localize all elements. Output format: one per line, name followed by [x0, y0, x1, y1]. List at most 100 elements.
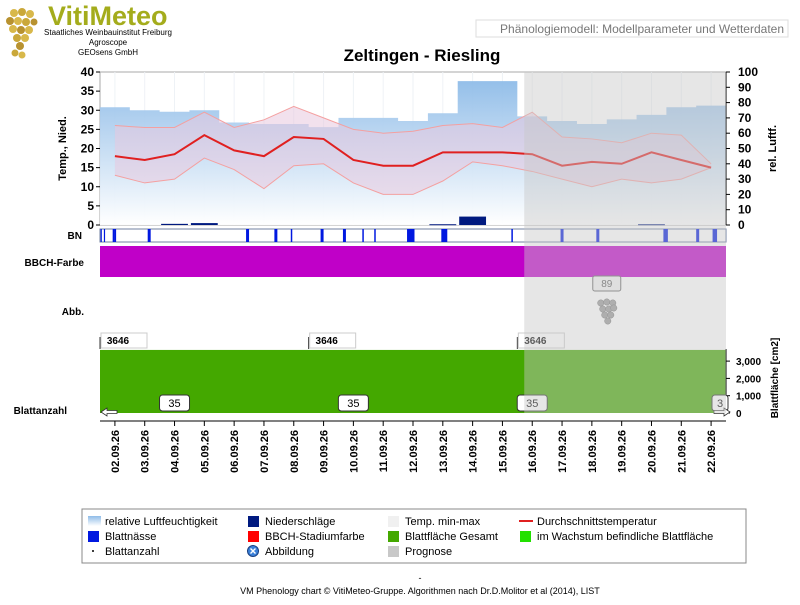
leaf-wetness-bar — [103, 229, 106, 242]
leaf-wetness-row: BN — [68, 228, 727, 243]
leaf-count-flag-value: 35 — [168, 398, 180, 410]
grape-logo-icon — [6, 8, 38, 59]
legend-item: relative Luftfeuchtigkeit — [88, 516, 218, 528]
x-tick-label: 21.09.26 — [676, 430, 688, 473]
right-tick-label: 20 — [738, 187, 752, 201]
x-tick-label: 16.09.26 — [527, 430, 539, 473]
precip-bar — [638, 224, 665, 226]
x-tick-label: 03.09.26 — [140, 430, 152, 473]
left-tick-label: 20 — [81, 142, 95, 156]
x-tick-label: 08.09.26 — [289, 430, 301, 473]
leaf-wetness-bar — [596, 229, 600, 242]
leaf-wetness-bar — [274, 229, 278, 242]
leaf-count-label: Blattanzahl — [14, 406, 68, 417]
leaf-wetness-bar — [712, 229, 718, 242]
x-tick-label: 11.09.26 — [378, 430, 390, 472]
grape-bunch-icon — [597, 298, 618, 325]
leaf-area-flag-value: 3646 — [524, 336, 547, 347]
legend-item-label: Blattfläche Gesamt — [405, 531, 498, 543]
x-tick-label: 12.09.26 — [408, 430, 420, 473]
legend-item: Niederschläge — [248, 516, 335, 528]
growing-leaf-square-icon — [520, 531, 531, 542]
temp-max-line — [114, 105, 712, 165]
right-tick-label: 90 — [738, 80, 752, 94]
right-tick-label: 80 — [738, 96, 752, 110]
legend-item: Prognose — [388, 546, 452, 558]
legend-item: Temp. min-max — [388, 516, 481, 528]
x-tick-label: 20.09.26 — [646, 430, 658, 473]
minmax-square-icon — [388, 516, 399, 527]
org-line-2: Agroscope — [89, 38, 128, 47]
x-tick-label: 06.09.26 — [229, 430, 241, 473]
bbch-label: BBCH-Farbe — [25, 258, 85, 269]
footer-credit: VM Phenology chart © VitiMeteo-Gruppe. A… — [240, 586, 600, 596]
x-tick-label: 19.09.26 — [617, 430, 629, 473]
right-tick-label: 30 — [738, 172, 752, 186]
right-tick-label: 40 — [738, 157, 752, 171]
left-tick-label: 25 — [81, 122, 95, 136]
dot-icon — [92, 550, 94, 552]
legend-item-label: Prognose — [405, 546, 452, 558]
leaf-area-flag-box — [309, 332, 357, 349]
abb-flag: 89 — [592, 275, 622, 292]
leaf-wetness-bar — [113, 229, 115, 242]
leaf-count-flag-box — [159, 394, 191, 412]
org-line-1: Staatliches Weinbauinstitut Freiburg — [44, 28, 172, 37]
x-tick-label: 13.09.26 — [438, 430, 450, 473]
abbildung-circle-icon — [247, 545, 259, 557]
left-tick-label: 5 — [87, 199, 94, 213]
x-tick-label: 15.09.26 — [497, 430, 509, 473]
legend-item-label: Durchschnittstemperatur — [537, 516, 657, 528]
leafarea-square-icon — [388, 531, 399, 542]
leaf-count-flag-value: 35 — [347, 398, 359, 410]
legend-item-label: Temp. min-max — [405, 516, 481, 528]
humidity-gradient-icon — [88, 516, 101, 526]
leaf-area-row: 3646 3646 3646 0 1,000 2,000 3,000 Blattfläch… — [14, 332, 781, 420]
leaf-area-axis-label: Blattfläche [cm2] — [770, 338, 781, 419]
leaf-area-tick-label: 2,000 — [736, 374, 761, 385]
leaf-wetness-bar — [441, 229, 448, 242]
leaf-count-flag-value: 35 — [526, 398, 538, 410]
left-tick-label: 0 — [87, 218, 94, 232]
legend-item-label: relative Luftfeuchtigkeit — [105, 516, 218, 528]
scroll-right-arrow-icon[interactable] — [713, 407, 731, 417]
left-tick-label: 15 — [81, 161, 95, 175]
bbch-square-icon — [248, 531, 259, 542]
left-tick-label: 40 — [81, 65, 95, 79]
abb-label: Abb. — [62, 307, 84, 318]
footer-dash: - — [419, 573, 422, 583]
abb-flag-box — [592, 275, 622, 292]
leaf-area-flag-value: 3646 — [316, 336, 339, 347]
leaf-count-flag-box — [516, 394, 548, 412]
legend-item-label: im Wachstum befindliche Blattfläche — [537, 531, 713, 543]
prognose-overlay — [524, 72, 726, 413]
precip-bar — [459, 216, 487, 225]
leaf-area-tick-label: 1,000 — [736, 392, 761, 403]
precip-bar — [429, 224, 457, 226]
chart-title: Zeltingen - Riesling — [344, 46, 501, 65]
x-tick-label: 10.09.26 — [348, 430, 360, 473]
avg-temp-line — [114, 133, 712, 169]
legend-item-label: Niederschläge — [265, 516, 335, 528]
scroll-left-arrow-icon[interactable] — [100, 407, 118, 417]
right-tick-label: 60 — [738, 126, 752, 140]
header: VitiMeteo Staatliches Weinbauinstitut Fr… — [6, 1, 789, 59]
leaf-wetness-bar — [374, 229, 376, 242]
leaf-wetness-bar — [511, 229, 513, 242]
left-tick-label: 10 — [81, 180, 95, 194]
leaf-count-flag-value: 3 — [717, 398, 723, 410]
x-tick-label: 05.09.26 — [199, 430, 211, 473]
legend-item: Durchschnittstemperatur — [519, 516, 657, 528]
leaf-wetness-bar — [290, 229, 293, 242]
leaf-area-tick-label: 3,000 — [736, 357, 761, 368]
abb-value: 89 — [601, 279, 613, 290]
bbch-row: BBCH-Farbe — [25, 246, 726, 277]
x-tick-label: 17.09.26 — [557, 430, 569, 473]
x-axis: 02.09.26 03.09.26 04.09.26 05.09.26 06.09.26… — [100, 420, 726, 473]
org-line-3: GEOsens GmbH — [78, 48, 138, 57]
x-tick-label: 09.09.26 — [319, 430, 331, 473]
legend-item-label: BBCH-Stadiumfarbe — [265, 531, 365, 543]
prognose-square-icon — [388, 546, 399, 557]
